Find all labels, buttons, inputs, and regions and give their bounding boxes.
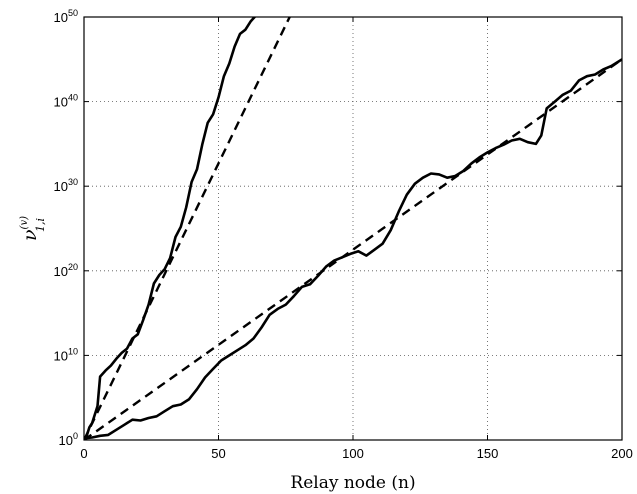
y-tick-exponent: 0 xyxy=(73,431,78,441)
y-tick-base: 10 xyxy=(54,264,68,279)
y-label-base: ν xyxy=(19,229,41,241)
x-tick-label: 100 xyxy=(342,446,364,461)
x-axis-label: Relay node (n) xyxy=(290,473,415,493)
y-tick-label: 1040 xyxy=(54,93,78,110)
y-tick-base: 10 xyxy=(54,95,68,110)
x-tick-label: 50 xyxy=(211,446,225,461)
x-tick-label: 200 xyxy=(611,446,633,461)
series-group xyxy=(84,17,622,440)
y-tick-exponent: 50 xyxy=(68,8,78,18)
x-tick-label: 150 xyxy=(477,446,499,461)
y-axis-label-text: ν(v) 1,i xyxy=(19,216,47,241)
y-tick-exponent: 10 xyxy=(68,346,78,356)
y-tick-label: 1020 xyxy=(54,262,78,279)
y-label-superscript: (v) xyxy=(19,216,30,230)
y-tick-exponent: 40 xyxy=(68,93,78,103)
y-label-subscript: 1,i xyxy=(34,218,47,232)
y-tick-label: 1050 xyxy=(54,8,78,25)
x-tick-label: 0 xyxy=(80,446,87,461)
y-tick-base: 10 xyxy=(59,433,73,448)
series-line-1-solid xyxy=(84,17,257,440)
y-tick-base: 10 xyxy=(54,179,68,194)
y-axis-label: ν(v) 1,i xyxy=(19,216,47,241)
y-tick-exponent: 20 xyxy=(68,262,78,272)
series-line-3-solid xyxy=(84,58,622,440)
series-line-2-dashed xyxy=(84,17,292,440)
y-tick-base: 10 xyxy=(54,10,68,25)
y-tick-label: 100 xyxy=(59,431,78,448)
y-tick-label: 1030 xyxy=(54,177,78,194)
series-line-4-dashed xyxy=(84,58,622,440)
x-axis: 0 50 100 150 200 xyxy=(80,17,633,461)
y-tick-base: 10 xyxy=(54,348,68,363)
y-tick-exponent: 30 xyxy=(68,177,78,187)
plot-frame xyxy=(83,16,623,441)
grid xyxy=(84,17,622,440)
y-tick-label: 1010 xyxy=(54,346,78,363)
